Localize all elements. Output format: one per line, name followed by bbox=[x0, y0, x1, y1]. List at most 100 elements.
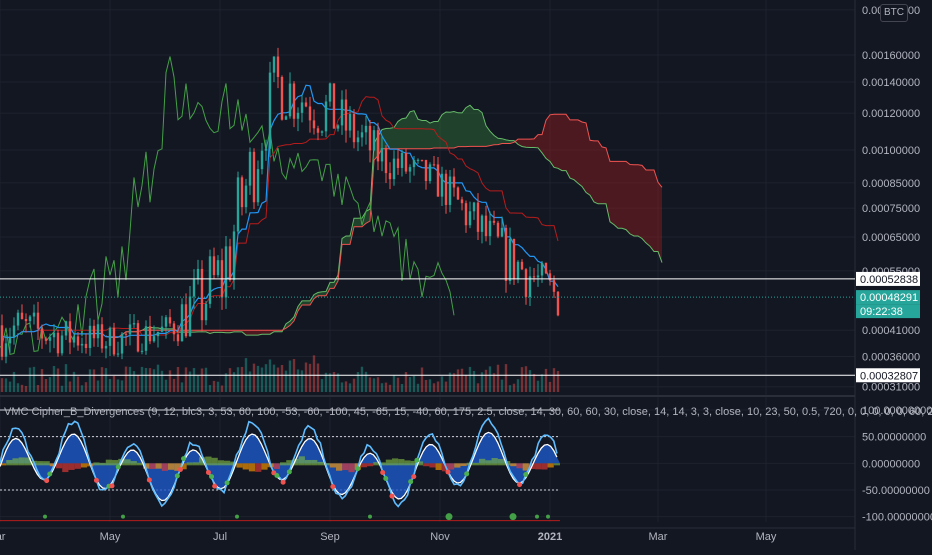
candle-body[interactable] bbox=[400, 152, 404, 168]
candle-body[interactable] bbox=[372, 130, 376, 151]
candle-body[interactable] bbox=[216, 260, 220, 276]
candle-body[interactable] bbox=[492, 220, 496, 223]
candle-body[interactable] bbox=[284, 116, 288, 120]
candle-body[interactable] bbox=[88, 325, 92, 348]
candle-body[interactable] bbox=[224, 246, 228, 298]
candle-body[interactable] bbox=[496, 222, 500, 237]
candle-body[interactable] bbox=[552, 280, 556, 292]
candle-body[interactable] bbox=[80, 343, 84, 346]
candle-body[interactable] bbox=[0, 325, 4, 357]
candle-body[interactable] bbox=[484, 215, 488, 237]
candle-body[interactable] bbox=[160, 326, 164, 332]
candle-body[interactable] bbox=[156, 331, 160, 337]
candle-body[interactable] bbox=[124, 333, 128, 335]
candle-body[interactable] bbox=[248, 151, 252, 186]
candle-body[interactable] bbox=[408, 167, 412, 172]
candle-body[interactable] bbox=[488, 220, 492, 237]
candle-body[interactable] bbox=[352, 114, 356, 143]
candle-body[interactable] bbox=[368, 125, 372, 151]
candle-body[interactable] bbox=[264, 148, 268, 151]
candle-body[interactable] bbox=[404, 152, 408, 172]
candle-body[interactable] bbox=[152, 336, 156, 342]
candle-body[interactable] bbox=[356, 137, 360, 143]
candle-body[interactable] bbox=[320, 131, 324, 133]
candle-body[interactable] bbox=[296, 112, 300, 119]
candle-body[interactable] bbox=[232, 231, 236, 281]
candle-body[interactable] bbox=[144, 326, 148, 351]
candle-body[interactable] bbox=[120, 333, 124, 354]
price-tag[interactable]: 09:22:38 bbox=[860, 306, 903, 318]
candle-body[interactable] bbox=[272, 56, 276, 73]
candle-body[interactable] bbox=[360, 132, 364, 138]
candle-body[interactable] bbox=[512, 238, 516, 280]
candle-body[interactable] bbox=[468, 211, 472, 226]
candle-body[interactable] bbox=[36, 312, 40, 329]
indicator-title[interactable]: VMC Cipher_B_Divergences (9, 12, blc3, 3… bbox=[4, 406, 932, 418]
candle-body[interactable] bbox=[432, 164, 436, 166]
candle-body[interactable] bbox=[312, 120, 316, 129]
candle-body[interactable] bbox=[448, 176, 452, 205]
oscillator-pane[interactable] bbox=[0, 409, 560, 522]
candle-body[interactable] bbox=[556, 291, 560, 316]
candle-body[interactable] bbox=[388, 173, 392, 180]
candle-body[interactable] bbox=[436, 164, 440, 197]
candle-body[interactable] bbox=[68, 321, 72, 343]
candle-body[interactable] bbox=[268, 72, 272, 149]
candle-body[interactable] bbox=[32, 312, 36, 317]
candle-body[interactable] bbox=[96, 324, 100, 339]
candle-body[interactable] bbox=[228, 246, 232, 281]
candle-body[interactable] bbox=[424, 160, 428, 182]
price-tag[interactable]: 0.00048291 bbox=[860, 292, 918, 304]
candle-body[interactable] bbox=[208, 256, 212, 304]
candle-body[interactable] bbox=[344, 99, 348, 131]
candle-body[interactable] bbox=[276, 56, 280, 77]
candle-body[interactable] bbox=[460, 199, 464, 204]
candle-body[interactable] bbox=[544, 262, 548, 274]
candle-body[interactable] bbox=[92, 325, 96, 339]
candle-body[interactable] bbox=[236, 177, 240, 232]
candle-body[interactable] bbox=[548, 273, 552, 281]
candle-body[interactable] bbox=[56, 332, 60, 354]
candle-body[interactable] bbox=[148, 326, 152, 342]
candle-body[interactable] bbox=[72, 336, 76, 343]
candle-body[interactable] bbox=[48, 337, 52, 341]
candle-body[interactable] bbox=[44, 338, 48, 341]
candle-body[interactable] bbox=[28, 316, 32, 322]
candle-body[interactable] bbox=[168, 317, 172, 324]
candle-body[interactable] bbox=[244, 185, 248, 208]
candle-body[interactable] bbox=[500, 227, 504, 237]
candle-body[interactable] bbox=[100, 324, 104, 349]
candle-body[interactable] bbox=[280, 76, 284, 120]
candle-body[interactable] bbox=[192, 279, 196, 297]
candle-body[interactable] bbox=[508, 238, 512, 282]
candle-body[interactable] bbox=[60, 335, 64, 354]
candle-body[interactable] bbox=[212, 256, 216, 276]
candle-body[interactable] bbox=[20, 312, 24, 320]
candle-body[interactable] bbox=[204, 303, 208, 321]
candle-body[interactable] bbox=[536, 275, 540, 278]
candle-body[interactable] bbox=[256, 169, 260, 203]
candle-body[interactable] bbox=[16, 312, 20, 326]
candle-body[interactable] bbox=[292, 83, 296, 119]
currency-badge[interactable]: BTC bbox=[880, 4, 908, 22]
candle-body[interactable] bbox=[288, 83, 292, 117]
candle-body[interactable] bbox=[332, 83, 336, 129]
candle-body[interactable] bbox=[520, 261, 524, 270]
candle-body[interactable] bbox=[136, 323, 140, 352]
candle-body[interactable] bbox=[24, 319, 28, 322]
candle-body[interactable] bbox=[184, 304, 188, 337]
candle-body[interactable] bbox=[540, 262, 544, 276]
candle-body[interactable] bbox=[260, 150, 264, 170]
candle-body[interactable] bbox=[176, 334, 180, 342]
horizontal-lines[interactable] bbox=[0, 278, 855, 376]
candle-body[interactable] bbox=[108, 327, 112, 346]
candle-body[interactable] bbox=[348, 114, 352, 131]
candle-body[interactable] bbox=[128, 324, 132, 335]
candle-body[interactable] bbox=[456, 187, 460, 200]
candle-body[interactable] bbox=[396, 158, 400, 168]
candle-body[interactable] bbox=[300, 102, 304, 113]
candle-body[interactable] bbox=[316, 128, 320, 133]
candle-body[interactable] bbox=[8, 336, 12, 344]
candle-body[interactable] bbox=[240, 177, 244, 208]
candle-body[interactable] bbox=[428, 164, 432, 182]
